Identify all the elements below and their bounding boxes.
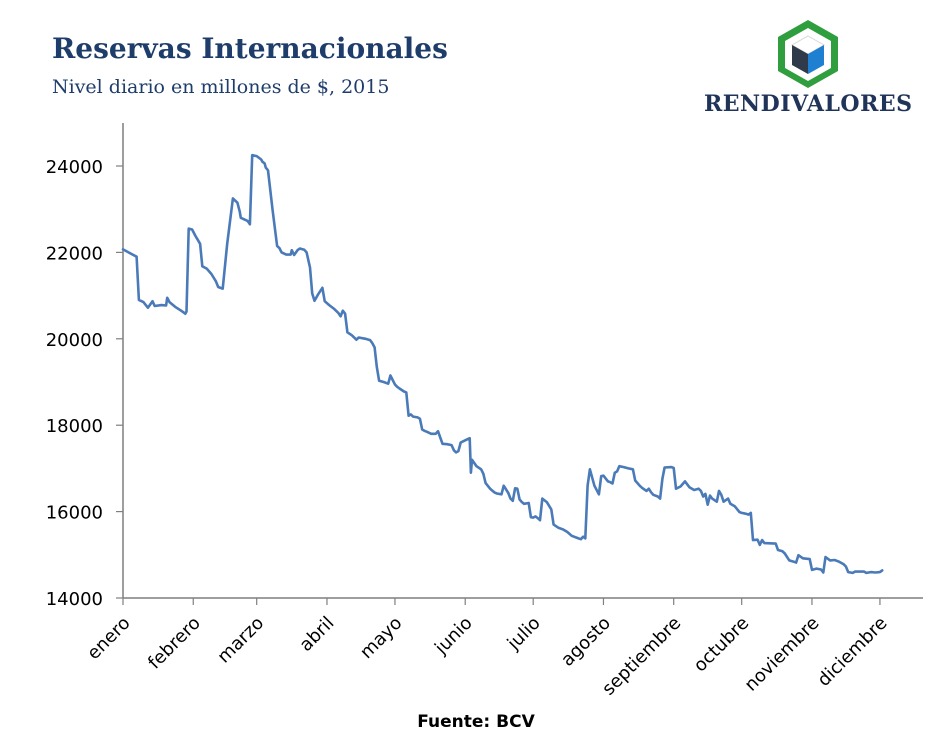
y-tick-label: 22000: [46, 243, 103, 264]
y-tick-label: 14000: [46, 589, 103, 610]
x-tick-label: noviembre: [741, 613, 824, 696]
plot-area: [121, 153, 884, 575]
source-note: Fuente: BCV: [417, 712, 535, 732]
y-axis-tick-labels: 14000 16000 18000 20000 22000 24000: [46, 157, 103, 610]
x-tick-label: diciembre: [813, 613, 891, 691]
x-tick-label: octubre: [690, 613, 754, 677]
x-axis-tick-labels: enero febrero marzo abril mayo junio julio agos…: [83, 613, 891, 700]
x-tick-label: marzo: [213, 613, 268, 668]
x-tick-label: junio: [430, 613, 477, 660]
y-tick-label: 24000: [46, 157, 103, 178]
series-line-reservas: [121, 153, 884, 575]
y-tick-label: 20000: [46, 330, 103, 351]
x-tick-label: agosto: [557, 613, 615, 671]
x-tick-label: enero: [83, 613, 134, 664]
chart-title: Reservas Internacionales: [52, 32, 448, 65]
x-tick-label: mayo: [356, 613, 406, 663]
brand-name: RENDIVALORES: [704, 91, 913, 117]
x-tick-label: abril: [295, 613, 338, 656]
chart-axes: [116, 123, 923, 605]
y-tick-label: 16000: [46, 503, 103, 524]
y-tick-label: 18000: [46, 416, 103, 437]
x-tick-label: julio: [503, 613, 545, 655]
chart-subtitle: Nivel diario en millones de $, 2015: [52, 76, 390, 98]
x-tick-label: febrero: [144, 613, 205, 674]
cube-logo-icon: [778, 20, 838, 88]
